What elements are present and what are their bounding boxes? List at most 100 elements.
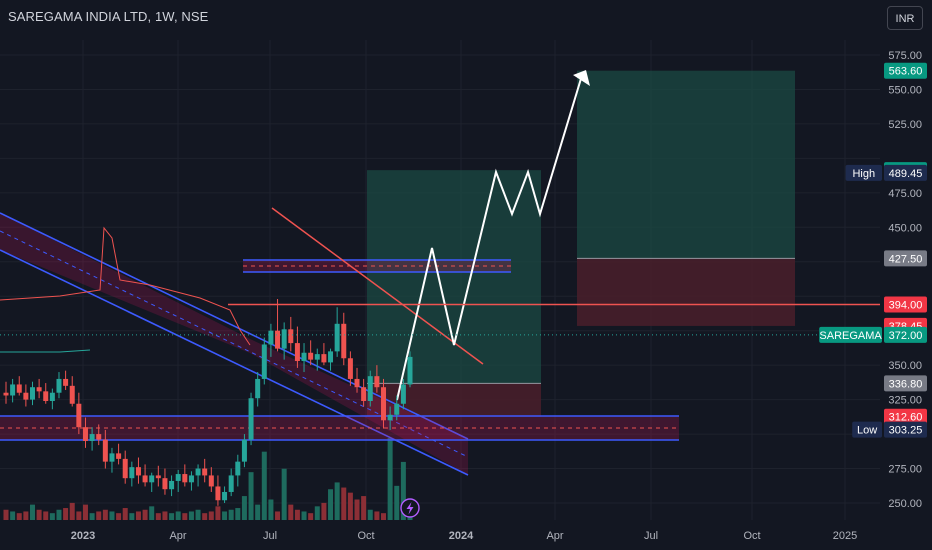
volume-bar	[334, 482, 340, 520]
y-tick-label: 475.00	[888, 188, 922, 200]
volume-bar	[122, 508, 128, 520]
x-tick-label: 2024	[449, 530, 474, 542]
price-tag-label: High	[852, 168, 875, 180]
volume-bar	[69, 502, 75, 520]
price-lines	[0, 303, 880, 336]
candle-body	[169, 480, 175, 490]
position-zones	[367, 70, 795, 417]
candle-body	[43, 391, 49, 401]
candle-body	[321, 354, 327, 363]
volume-bar	[63, 508, 69, 520]
volume-bar	[381, 513, 387, 520]
volume-bar	[142, 509, 148, 520]
candle-body	[228, 475, 234, 492]
volume-bar	[314, 506, 320, 520]
candle-body	[308, 352, 314, 360]
volume-bar	[202, 513, 208, 520]
volume-bar	[261, 451, 267, 520]
price-tag-value: 372.00	[889, 330, 923, 342]
x-axis[interactable]: 2023 Apr Jul Oct 2024 Apr Jul Oct 2025	[71, 530, 857, 542]
candle-body	[89, 434, 95, 441]
candle-body	[182, 474, 188, 483]
stop-zone-2	[577, 258, 795, 326]
candle-body	[202, 468, 208, 476]
candle-body	[374, 376, 380, 388]
candle-body	[341, 323, 347, 359]
volume-bar	[3, 509, 9, 520]
volume-bar	[109, 511, 115, 520]
volume-bar	[341, 487, 347, 520]
candle-body	[334, 323, 340, 352]
y-axis[interactable]: 575.00 550.00 525.00 475.00 450.00 350.00 325.…	[888, 50, 922, 510]
volume-bar	[361, 496, 367, 520]
price-tag-box	[884, 250, 927, 267]
target-zone-1	[367, 170, 541, 384]
price-tag-value: 394.00	[889, 300, 923, 312]
volume-bar	[394, 485, 400, 520]
candle-body	[261, 344, 267, 379]
price-tag-value: 563.60	[889, 66, 923, 78]
volume-bar	[16, 513, 22, 520]
price-tag-value: 312.60	[889, 412, 923, 424]
volume-bar	[347, 492, 353, 520]
candle-body	[188, 475, 194, 483]
lightning-icon[interactable]	[400, 498, 420, 518]
volume-bar	[29, 504, 35, 520]
volume-bar	[235, 508, 241, 520]
candle-body	[208, 475, 214, 487]
volume-bar	[195, 509, 201, 520]
candle-body	[122, 458, 128, 479]
candle-body	[96, 434, 102, 440]
volume-bar	[162, 511, 168, 520]
price-tag-box	[884, 326, 927, 343]
volume-bar	[182, 513, 188, 520]
candle-body	[248, 398, 254, 440]
candle-body	[135, 467, 141, 476]
candle-body	[347, 358, 353, 379]
x-tick-label: Oct	[357, 530, 374, 542]
volume-bar	[288, 504, 294, 520]
candle-body	[82, 427, 88, 441]
candle-body	[23, 392, 29, 400]
y-tick-label: 575.00	[888, 50, 922, 62]
resistance-zone-fill	[243, 260, 511, 272]
volume-bar	[36, 509, 42, 520]
x-tick-label: Jul	[263, 530, 277, 542]
volume-bar	[294, 509, 300, 520]
volume-bar	[208, 511, 214, 520]
candle-body	[387, 414, 393, 421]
volume-bar	[169, 513, 175, 520]
volume-bar	[215, 506, 221, 520]
candle-body	[275, 330, 281, 349]
candle-body	[149, 475, 155, 483]
volume-bar	[255, 504, 261, 520]
volume-bar	[354, 499, 360, 520]
volume-bar	[155, 513, 161, 520]
candle-body	[76, 403, 82, 428]
candle-body	[222, 491, 228, 501]
x-tick-label: Apr	[169, 530, 186, 542]
price-tag-box	[884, 408, 927, 425]
volume-bar	[268, 499, 274, 520]
drawings	[0, 70, 679, 476]
volume-bar	[222, 511, 228, 520]
volume-bar	[89, 513, 95, 520]
candle-body	[241, 439, 247, 462]
volume-bar	[56, 509, 62, 520]
price-tag-label: Low	[857, 425, 877, 437]
volume-bar	[96, 511, 102, 520]
price-tag-label-box	[845, 164, 882, 181]
candle-body	[129, 467, 135, 479]
volume-bar	[275, 511, 281, 520]
volume-bar	[308, 513, 314, 520]
price-tag-box	[884, 421, 927, 438]
candle-body	[29, 387, 35, 400]
candle-body	[10, 384, 16, 396]
candle-body	[367, 376, 373, 401]
volume-bar	[10, 511, 16, 520]
price-tags: 563.60491.45489.45High427.50394.00378.45…	[819, 62, 927, 438]
currency-button[interactable]: INR	[887, 6, 923, 30]
candle-body	[49, 392, 55, 401]
volume-bar	[43, 511, 49, 520]
